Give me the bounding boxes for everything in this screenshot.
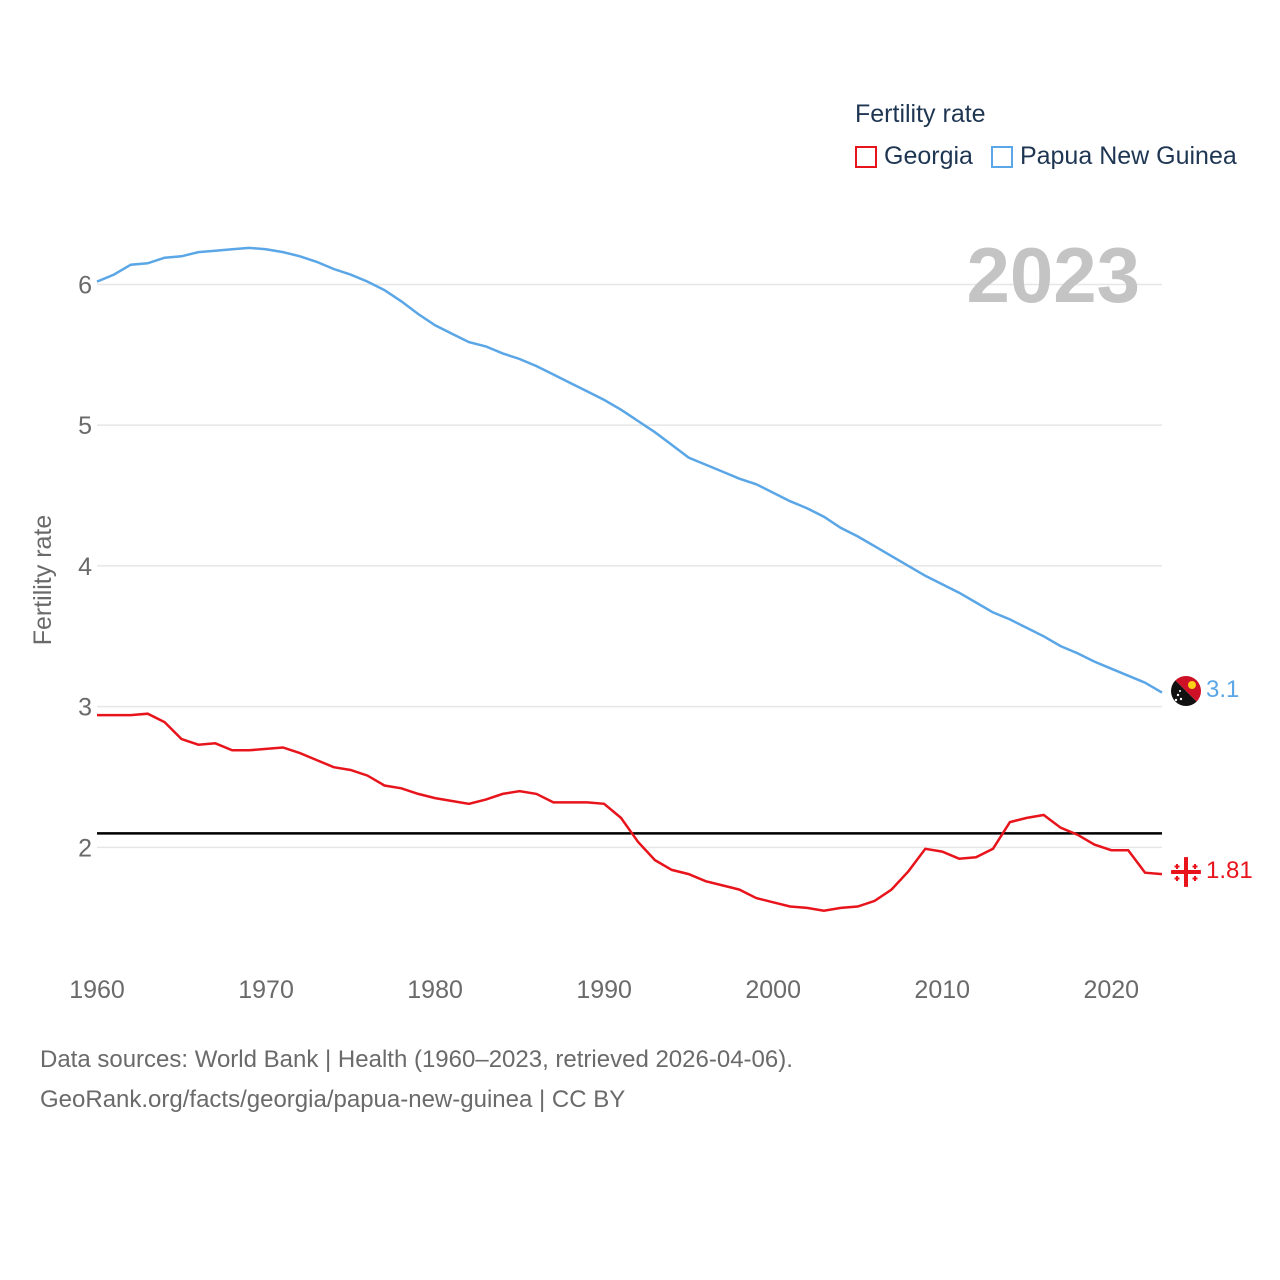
legend-title: Fertility rate — [855, 100, 986, 128]
series-line-georgia[interactable] — [97, 712, 1163, 912]
x-tick-label: 1970 — [238, 976, 294, 1004]
georgia-flag-icon — [1171, 857, 1201, 887]
legend-swatch-georgia — [855, 145, 877, 168]
footer-attribution[interactable]: GeoRank.org/facts/georgia/papua-new-guin… — [40, 1086, 626, 1113]
end-label-georgia: 1.81 — [1206, 857, 1253, 884]
series-line-papua-new-guinea[interactable] — [96, 246, 1163, 694]
x-tick-label: 2010 — [914, 976, 970, 1004]
x-tick-label: 2000 — [745, 976, 801, 1004]
y-tick-label: 2 — [78, 834, 92, 862]
y-tick-label: 5 — [78, 412, 92, 440]
x-axis-ticks: 1960 1970 1980 1990 2000 2010 2020 — [69, 976, 1139, 1004]
legend-swatch-papua-new-guinea — [990, 145, 1013, 168]
end-label-papua-new-guinea: 3.1 — [1206, 676, 1240, 703]
x-tick-label: 1960 — [69, 976, 125, 1004]
y-tick-label: 3 — [78, 694, 92, 722]
legend-item-georgia[interactable]: Georgia — [855, 142, 973, 171]
footer-sources: Data sources: World Bank | Health (1960–… — [40, 1046, 793, 1073]
y-tick-label: 4 — [78, 553, 92, 581]
papua-new-guinea-flag-icon — [1171, 676, 1201, 706]
y-axis-ticks: 2 3 4 5 6 — [78, 271, 92, 862]
x-tick-label: 1990 — [576, 976, 632, 1004]
y-tick-label: 6 — [78, 271, 92, 299]
x-tick-label: 1980 — [407, 976, 463, 1004]
legend-label-papua-new-guinea: Papua New Guinea — [1019, 142, 1237, 170]
legend-label-georgia: Georgia — [884, 142, 973, 170]
legend-item-papua-new-guinea[interactable]: Papua New Guinea — [990, 142, 1237, 171]
year-badge: 2023 — [966, 231, 1140, 319]
grid-lines — [97, 283, 1162, 849]
x-tick-label: 2020 — [1083, 976, 1139, 1004]
y-axis-label: Fertility rate — [29, 515, 57, 646]
legend: Georgia Papua New Guinea — [855, 142, 1255, 171]
